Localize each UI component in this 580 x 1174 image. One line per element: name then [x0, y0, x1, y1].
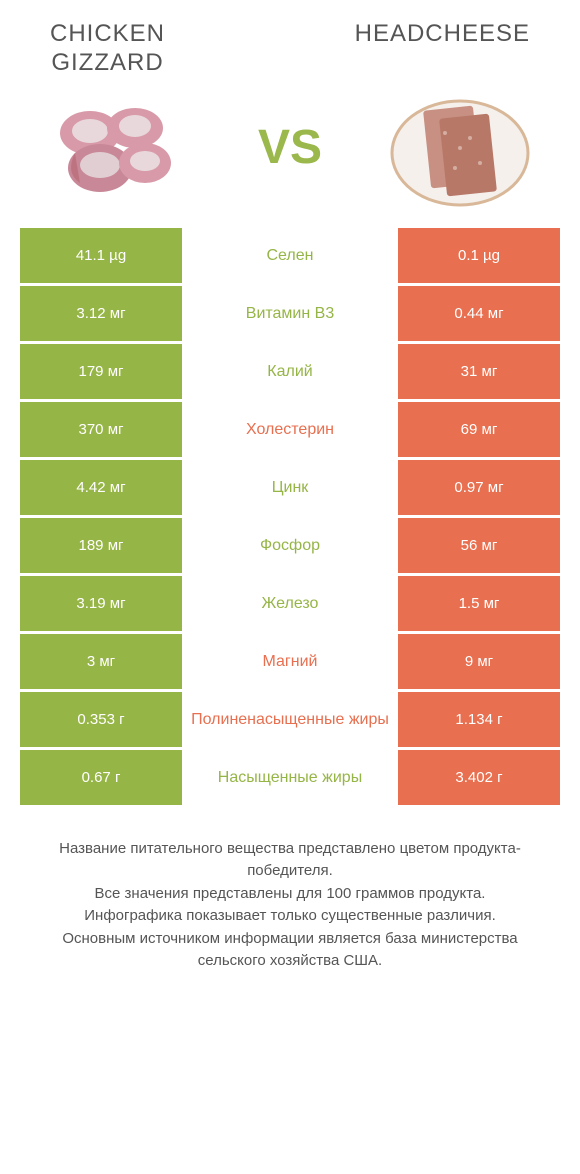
vs-label: VS [258, 120, 322, 175]
footer-line1: Название питательного вещества представл… [40, 838, 540, 883]
right-food-title: HEADCHEESE [355, 20, 530, 49]
footer-line4: Основным источником информации является … [40, 928, 540, 973]
nutrient-name: Фосфор [182, 518, 398, 573]
right-value: 31 мг [398, 344, 560, 399]
left-food-title: CHICKEN GIZZARD [50, 20, 165, 78]
nutrient-name: Холестерин [182, 402, 398, 457]
right-value: 0.97 мг [398, 460, 560, 515]
nutrient-name: Селен [182, 228, 398, 283]
left-value: 179 мг [20, 344, 182, 399]
nutrient-name: Железо [182, 576, 398, 631]
right-value: 3.402 г [398, 750, 560, 805]
table-row: 189 мгФосфор56 мг [20, 518, 560, 573]
left-title-line1: CHICKEN [50, 20, 165, 49]
footer-line2: Все значения представлены для 100 граммо… [40, 883, 540, 906]
left-value: 370 мг [20, 402, 182, 457]
right-value: 0.1 µg [398, 228, 560, 283]
chicken-gizzard-image [40, 88, 200, 208]
table-row: 0.353 гПолиненасыщенные жиры1.134 г [20, 692, 560, 747]
table-row: 0.67 гНасыщенные жиры3.402 г [20, 750, 560, 805]
table-row: 4.42 мгЦинк0.97 мг [20, 460, 560, 515]
nutrient-name: Магний [182, 634, 398, 689]
nutrient-name: Полиненасыщенные жиры [182, 692, 398, 747]
left-value: 0.353 г [20, 692, 182, 747]
nutrition-table: 41.1 µgСелен0.1 µg3.12 мгВитамин B30.44 … [20, 228, 560, 805]
right-value: 56 мг [398, 518, 560, 573]
left-title-line2: GIZZARD [50, 49, 165, 78]
table-row: 41.1 µgСелен0.1 µg [20, 228, 560, 283]
footer-line3: Инфографика показывает только существенн… [40, 905, 540, 928]
left-value: 3.12 мг [20, 286, 182, 341]
headcheese-image [380, 88, 540, 208]
right-value: 1.5 мг [398, 576, 560, 631]
table-row: 3.19 мгЖелезо1.5 мг [20, 576, 560, 631]
left-value: 4.42 мг [20, 460, 182, 515]
table-row: 3.12 мгВитамин B30.44 мг [20, 286, 560, 341]
right-value: 1.134 г [398, 692, 560, 747]
nutrient-name: Витамин B3 [182, 286, 398, 341]
right-value: 0.44 мг [398, 286, 560, 341]
right-value: 69 мг [398, 402, 560, 457]
images-row: VS [20, 88, 560, 228]
nutrient-name: Насыщенные жиры [182, 750, 398, 805]
header-titles: CHICKEN GIZZARD HEADCHEESE [20, 20, 560, 88]
nutrient-name: Калий [182, 344, 398, 399]
left-value: 3 мг [20, 634, 182, 689]
left-value: 3.19 мг [20, 576, 182, 631]
left-value: 0.67 г [20, 750, 182, 805]
table-row: 179 мгКалий31 мг [20, 344, 560, 399]
table-row: 3 мгМагний9 мг [20, 634, 560, 689]
table-row: 370 мгХолестерин69 мг [20, 402, 560, 457]
nutrient-name: Цинк [182, 460, 398, 515]
left-value: 189 мг [20, 518, 182, 573]
left-value: 41.1 µg [20, 228, 182, 283]
right-value: 9 мг [398, 634, 560, 689]
footer-text: Название питательного вещества представл… [20, 808, 560, 973]
